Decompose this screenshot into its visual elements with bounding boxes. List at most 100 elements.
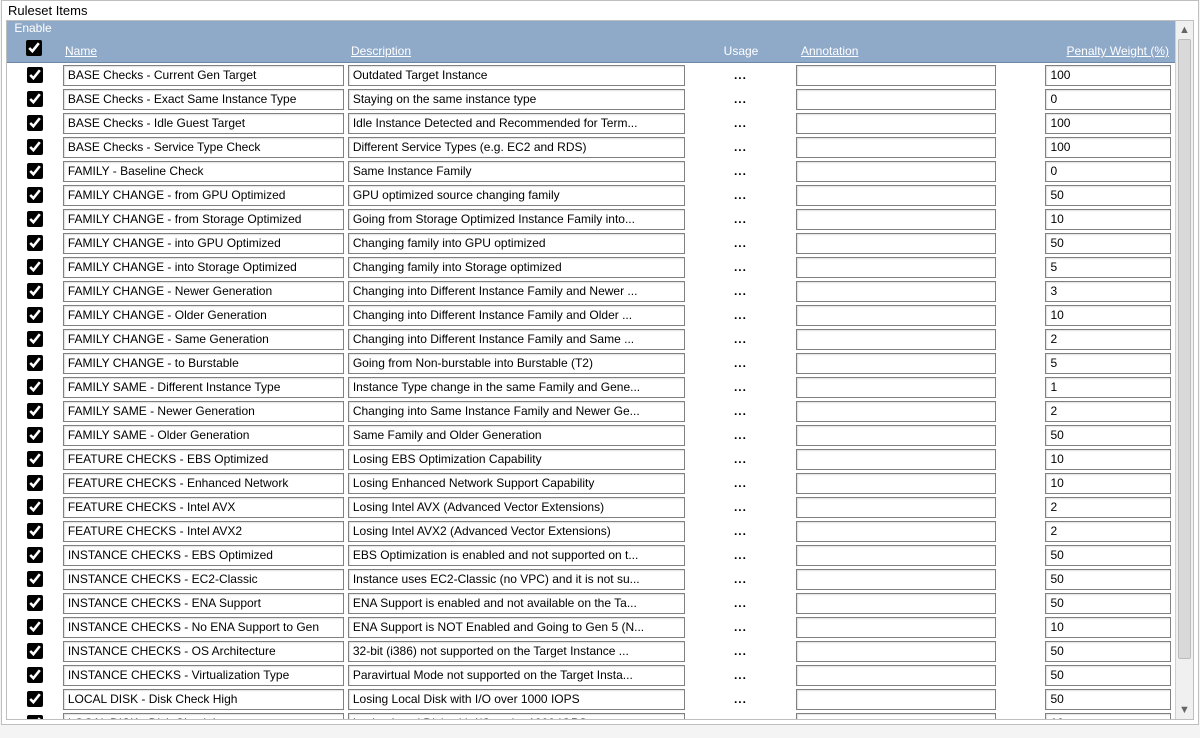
row-description-input[interactable] xyxy=(348,449,685,470)
row-penalty-input[interactable] xyxy=(1045,497,1171,518)
row-penalty-input[interactable] xyxy=(1045,161,1171,182)
row-description-input[interactable] xyxy=(348,233,685,254)
row-enable-checkbox[interactable] xyxy=(27,187,43,203)
row-penalty-input[interactable] xyxy=(1045,665,1171,686)
row-annotation-input[interactable] xyxy=(796,689,995,710)
row-name-input[interactable] xyxy=(63,521,344,542)
row-name-input[interactable] xyxy=(63,569,344,590)
row-usage-ellipsis[interactable]: ... xyxy=(734,212,747,226)
row-name-input[interactable] xyxy=(63,281,344,302)
row-enable-checkbox[interactable] xyxy=(27,115,43,131)
row-description-input[interactable] xyxy=(348,185,685,206)
row-enable-checkbox[interactable] xyxy=(27,403,43,419)
row-name-input[interactable] xyxy=(63,449,344,470)
row-penalty-input[interactable] xyxy=(1045,545,1171,566)
row-annotation-input[interactable] xyxy=(796,545,995,566)
row-description-input[interactable] xyxy=(348,713,685,720)
row-annotation-input[interactable] xyxy=(796,209,995,230)
row-description-input[interactable] xyxy=(348,353,685,374)
row-annotation-input[interactable] xyxy=(796,425,995,446)
row-usage-ellipsis[interactable]: ... xyxy=(734,308,747,322)
row-enable-checkbox[interactable] xyxy=(27,427,43,443)
row-usage-ellipsis[interactable]: ... xyxy=(734,428,747,442)
row-description-input[interactable] xyxy=(348,665,685,686)
row-name-input[interactable] xyxy=(63,617,344,638)
row-annotation-input[interactable] xyxy=(796,713,995,720)
row-penalty-input[interactable] xyxy=(1045,209,1171,230)
row-penalty-input[interactable] xyxy=(1045,113,1171,134)
row-usage-ellipsis[interactable]: ... xyxy=(734,452,747,466)
row-name-input[interactable] xyxy=(63,137,344,158)
row-annotation-input[interactable] xyxy=(796,521,995,542)
row-annotation-input[interactable] xyxy=(796,377,995,398)
row-annotation-input[interactable] xyxy=(796,473,995,494)
row-annotation-input[interactable] xyxy=(796,305,995,326)
row-enable-checkbox[interactable] xyxy=(27,595,43,611)
row-penalty-input[interactable] xyxy=(1045,281,1171,302)
row-description-input[interactable] xyxy=(348,401,685,422)
row-description-input[interactable] xyxy=(348,65,685,86)
row-penalty-input[interactable] xyxy=(1045,353,1171,374)
row-description-input[interactable] xyxy=(348,521,685,542)
row-enable-checkbox[interactable] xyxy=(27,667,43,683)
row-name-input[interactable] xyxy=(63,185,344,206)
row-enable-checkbox[interactable] xyxy=(27,451,43,467)
row-enable-checkbox[interactable] xyxy=(27,259,43,275)
row-annotation-input[interactable] xyxy=(796,353,995,374)
row-usage-ellipsis[interactable]: ... xyxy=(734,116,747,130)
row-name-input[interactable] xyxy=(63,305,344,326)
row-name-input[interactable] xyxy=(63,353,344,374)
row-annotation-input[interactable] xyxy=(796,569,995,590)
row-description-input[interactable] xyxy=(348,113,685,134)
row-enable-checkbox[interactable] xyxy=(27,163,43,179)
row-annotation-input[interactable] xyxy=(796,665,995,686)
row-name-input[interactable] xyxy=(63,545,344,566)
row-penalty-input[interactable] xyxy=(1045,329,1171,350)
row-description-input[interactable] xyxy=(348,305,685,326)
row-enable-checkbox[interactable] xyxy=(27,91,43,107)
row-name-input[interactable] xyxy=(63,641,344,662)
row-name-input[interactable] xyxy=(63,65,344,86)
row-penalty-input[interactable] xyxy=(1045,137,1171,158)
row-usage-ellipsis[interactable]: ... xyxy=(734,692,747,706)
row-usage-ellipsis[interactable]: ... xyxy=(734,404,747,418)
row-annotation-input[interactable] xyxy=(796,617,995,638)
row-name-input[interactable] xyxy=(63,689,344,710)
row-penalty-input[interactable] xyxy=(1045,65,1171,86)
row-penalty-input[interactable] xyxy=(1045,521,1171,542)
row-name-input[interactable] xyxy=(63,209,344,230)
row-enable-checkbox[interactable] xyxy=(27,307,43,323)
row-usage-ellipsis[interactable]: ... xyxy=(734,140,747,154)
row-annotation-input[interactable] xyxy=(796,281,995,302)
row-penalty-input[interactable] xyxy=(1045,593,1171,614)
row-enable-checkbox[interactable] xyxy=(27,715,43,719)
row-usage-ellipsis[interactable]: ... xyxy=(734,164,747,178)
row-annotation-input[interactable] xyxy=(796,185,995,206)
row-usage-ellipsis[interactable]: ... xyxy=(734,380,747,394)
row-usage-ellipsis[interactable]: ... xyxy=(734,188,747,202)
row-enable-checkbox[interactable] xyxy=(27,499,43,515)
row-usage-ellipsis[interactable]: ... xyxy=(734,524,747,538)
row-annotation-input[interactable] xyxy=(796,137,995,158)
row-name-input[interactable] xyxy=(63,665,344,686)
row-description-input[interactable] xyxy=(348,329,685,350)
row-annotation-input[interactable] xyxy=(796,329,995,350)
row-penalty-input[interactable] xyxy=(1045,257,1171,278)
row-usage-ellipsis[interactable]: ... xyxy=(734,332,747,346)
row-enable-checkbox[interactable] xyxy=(27,547,43,563)
row-usage-ellipsis[interactable]: ... xyxy=(734,284,747,298)
row-penalty-input[interactable] xyxy=(1045,641,1171,662)
row-annotation-input[interactable] xyxy=(796,257,995,278)
row-penalty-input[interactable] xyxy=(1045,425,1171,446)
row-name-input[interactable] xyxy=(63,377,344,398)
row-name-input[interactable] xyxy=(63,401,344,422)
row-name-input[interactable] xyxy=(63,497,344,518)
row-name-input[interactable] xyxy=(63,161,344,182)
row-enable-checkbox[interactable] xyxy=(27,139,43,155)
row-description-input[interactable] xyxy=(348,593,685,614)
row-description-input[interactable] xyxy=(348,497,685,518)
row-enable-checkbox[interactable] xyxy=(27,355,43,371)
row-penalty-input[interactable] xyxy=(1045,89,1171,110)
row-penalty-input[interactable] xyxy=(1045,569,1171,590)
row-annotation-input[interactable] xyxy=(796,449,995,470)
